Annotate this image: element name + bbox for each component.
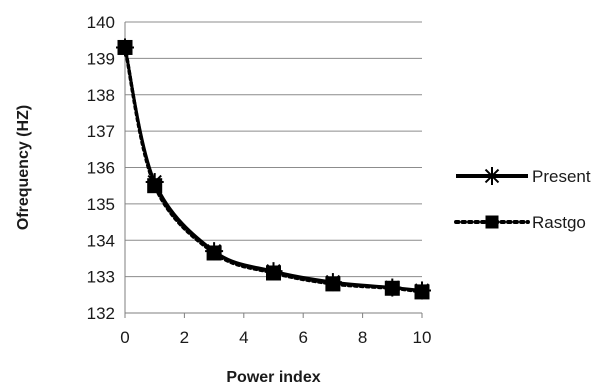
legend-marker-asterisk bbox=[483, 167, 501, 185]
data-point-present bbox=[323, 273, 342, 292]
tick-labels: 132 133 134 135 136 137 138 139 140 0 2 4 6 8 10 bbox=[87, 13, 432, 347]
series-line-present bbox=[123, 47, 423, 292]
y-tick-label: 139 bbox=[87, 49, 115, 68]
gridlines bbox=[125, 21, 422, 314]
y-tick-label: 140 bbox=[87, 13, 115, 32]
data-point-present bbox=[383, 278, 402, 297]
series-layer bbox=[116, 38, 431, 300]
y-tick-label: 134 bbox=[87, 231, 115, 250]
x-tick-label: 10 bbox=[413, 328, 432, 347]
legend: Present Rastgo bbox=[454, 167, 591, 232]
x-tick-label: 2 bbox=[180, 328, 189, 347]
legend-item-present: Present bbox=[456, 167, 591, 186]
x-tick-label: 6 bbox=[298, 328, 307, 347]
data-point-present bbox=[145, 173, 164, 192]
y-tick-label: 136 bbox=[87, 159, 115, 178]
x-tick-label: 0 bbox=[120, 328, 129, 347]
data-point-present bbox=[264, 262, 283, 281]
series-line-rastgo bbox=[123, 45, 424, 294]
y-tick-label: 135 bbox=[87, 195, 115, 214]
axes bbox=[124, 22, 423, 318]
y-tick-label: 133 bbox=[87, 268, 115, 287]
y-tick-label: 138 bbox=[87, 86, 115, 105]
y-tick-label: 132 bbox=[87, 304, 115, 323]
legend-marker-square bbox=[485, 215, 499, 229]
data-point-present bbox=[205, 242, 224, 261]
legend-item-rastgo: Rastgo bbox=[454, 213, 586, 232]
x-axis-title: Power index bbox=[226, 369, 320, 386]
data-point-present bbox=[116, 38, 134, 57]
y-tick-label: 137 bbox=[87, 122, 115, 141]
data-point-present bbox=[413, 281, 431, 300]
y-axis-title: Ofrequency (HZ) bbox=[15, 105, 32, 230]
x-tick-label: 4 bbox=[239, 328, 248, 347]
legend-label: Present bbox=[532, 167, 591, 186]
x-tick-label: 8 bbox=[358, 328, 367, 347]
legend-label: Rastgo bbox=[532, 213, 586, 232]
